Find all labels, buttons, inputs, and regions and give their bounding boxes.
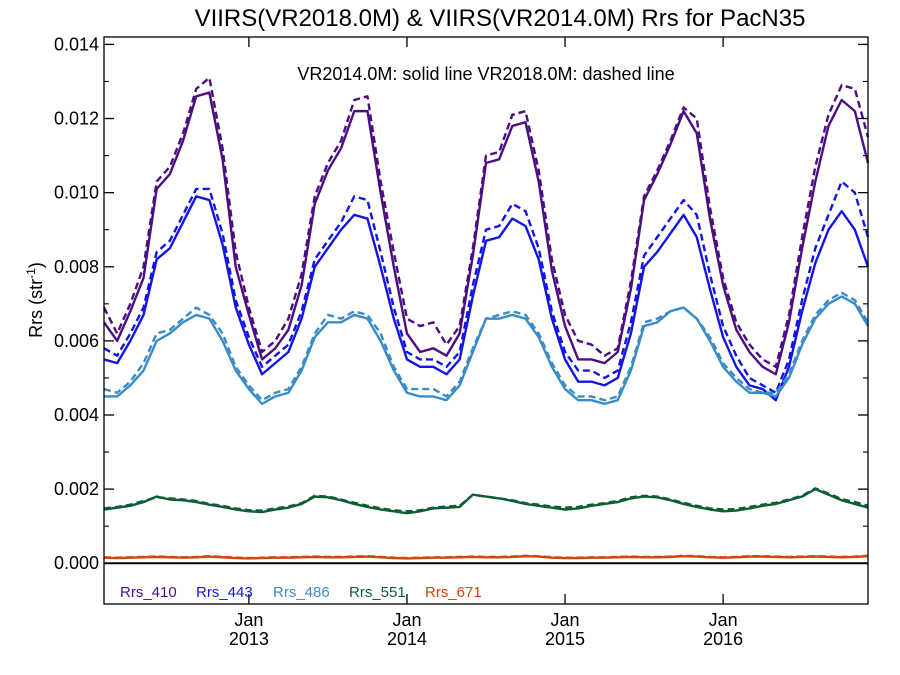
legend-entry-rrs-671: Rrs_671 [425,584,482,601]
y-axis-label-close: ) [26,262,46,268]
series-line-rrs-443-dashed [103,180,870,394]
y-axis-label: Rrs (str-1) [24,262,46,338]
x-tick-year-label: 2016 [703,629,743,649]
x-tick-month-label: Jan [709,610,738,630]
y-axis-label-main: Rrs (str [26,279,46,338]
series-line-rrs-551-solid [103,487,869,515]
line-style-note: VR2014.0M: solid line VR2018.0M: dashed … [297,64,674,84]
x-tick-month-label: Jan [551,610,580,630]
series-line-rrs-486-dashed [103,291,870,402]
series-line-rrs-443-solid [103,195,870,402]
legend-entry-rrs-551: Rrs_551 [349,584,406,601]
x-tick-year-label: 2014 [387,629,427,649]
x-tick-year-label: 2013 [229,629,269,649]
y-tick-label: 0.002 [54,479,99,499]
legend-entry-rrs-410: Rrs_410 [120,584,177,601]
x-tick-year-label: 2015 [545,629,585,649]
y-tick-label: 0.004 [54,405,99,425]
chart-title: VIIRS(VR2018.0M) & VIIRS(VR2014.0M) Rrs … [195,5,806,32]
y-tick-label: 0.012 [54,109,99,129]
y-tick-label: 0.014 [54,34,99,54]
series-line-rrs-486-solid [104,295,870,406]
y-tick-label: 0.006 [54,331,99,351]
series-line-rrs-410-dashed [102,76,870,369]
legend-entry-rrs-486: Rrs_486 [273,584,330,601]
series-line-rrs-410-solid [103,91,870,376]
plot-area: 0.000 0.002 0.004 0.006 0.008 0.010 0.012 0.014… [54,34,870,649]
plot-frame [103,36,869,605]
series-line-rrs-551-dashed [103,487,869,513]
series-line-rrs-671-dashed [103,554,869,560]
legend-entry-rrs-443: Rrs_443 [196,584,253,601]
legend: Rrs_410 Rrs_443 Rrs_486 Rrs_551 Rrs_671 [120,584,482,601]
y-axis-label-superscript: -1 [24,268,38,279]
x-tick-month-label: Jan [392,610,421,630]
y-tick-label: 0.008 [54,257,99,277]
y-tick-label: 0.010 [54,183,99,203]
x-tick-month-label: Jan [234,610,263,630]
y-tick-label: 0.000 [54,553,99,573]
